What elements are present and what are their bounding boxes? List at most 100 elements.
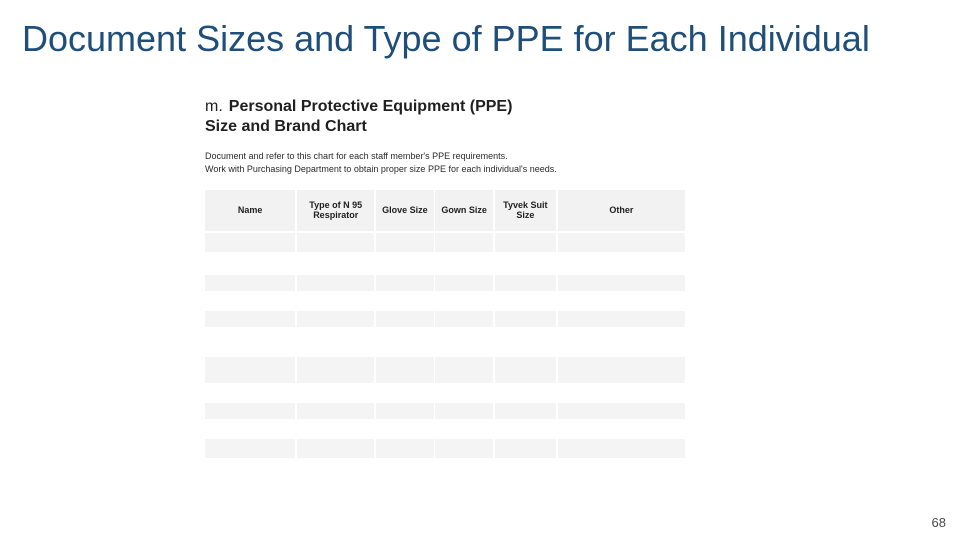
table-cell	[297, 439, 375, 458]
ppe-size-table: NameType of N 95 RespiratorGlove SizeGow…	[205, 190, 685, 479]
content-block: m. Personal Protective Equipment (PPE) S…	[205, 98, 745, 479]
table-cell	[376, 293, 434, 309]
table-cell	[205, 439, 295, 458]
table-col-header: Tyvek Suit Size	[495, 190, 557, 231]
table-row	[205, 460, 685, 479]
table-cell	[495, 293, 557, 309]
section-instructions: Document and refer to this chart for eac…	[205, 150, 745, 176]
table-cell	[376, 439, 434, 458]
table-cell	[435, 421, 493, 437]
table-col-header: Name	[205, 190, 295, 231]
table-body	[205, 231, 685, 479]
table-row	[205, 329, 685, 355]
table-cell	[435, 311, 493, 327]
table-cell	[495, 311, 557, 327]
table-row	[205, 385, 685, 401]
table-cell	[495, 421, 557, 437]
table-cell	[297, 421, 375, 437]
page-number: 68	[932, 515, 946, 530]
section-heading-line2: Size and Brand Chart	[205, 118, 745, 136]
section-heading-row: m. Personal Protective Equipment (PPE)	[205, 98, 745, 116]
table-row	[205, 233, 685, 252]
table-cell	[205, 357, 295, 383]
table-cell	[205, 311, 295, 327]
table-cell	[495, 439, 557, 458]
table-cell	[435, 275, 493, 291]
table-cell	[558, 439, 685, 458]
table-cell	[205, 233, 295, 252]
table-cell	[558, 311, 685, 327]
table-cell	[435, 439, 493, 458]
table-cell	[558, 275, 685, 291]
slide-title: Document Sizes and Type of PPE for Each …	[22, 18, 938, 59]
table-cell	[558, 233, 685, 252]
table-col-header: Other	[558, 190, 685, 231]
table-cell	[435, 329, 493, 355]
table-cell	[558, 293, 685, 309]
table-col-header: Gown Size	[435, 190, 493, 231]
table-cell	[297, 293, 375, 309]
table-col-header: Type of N 95 Respirator	[297, 190, 375, 231]
table-cell	[297, 403, 375, 419]
table-cell	[205, 329, 295, 355]
table-cell	[297, 460, 375, 479]
table-cell	[376, 385, 434, 401]
table-cell	[558, 329, 685, 355]
table-cell	[558, 385, 685, 401]
table-row	[205, 421, 685, 437]
table-cell	[297, 385, 375, 401]
table-cell	[376, 460, 434, 479]
table-cell	[495, 357, 557, 383]
table-cell	[435, 357, 493, 383]
table-cell	[558, 460, 685, 479]
table-cell	[376, 329, 434, 355]
table-cell	[376, 275, 434, 291]
table-cell	[558, 357, 685, 383]
table-cell	[205, 460, 295, 479]
table-cell	[205, 385, 295, 401]
section-letter: m.	[205, 98, 223, 116]
table-cell	[205, 254, 295, 273]
table-row	[205, 254, 685, 273]
table-cell	[205, 293, 295, 309]
table-row	[205, 311, 685, 327]
table-cell	[205, 275, 295, 291]
table-header: NameType of N 95 RespiratorGlove SizeGow…	[205, 190, 685, 231]
table-cell	[495, 403, 557, 419]
table-cell	[495, 275, 557, 291]
table-cell	[558, 254, 685, 273]
table-row	[205, 275, 685, 291]
table-header-row: NameType of N 95 RespiratorGlove SizeGow…	[205, 190, 685, 231]
table-row	[205, 357, 685, 383]
table-row	[205, 403, 685, 419]
table-cell	[558, 403, 685, 419]
table-cell	[435, 460, 493, 479]
table-cell	[495, 233, 557, 252]
table-cell	[297, 275, 375, 291]
table-cell	[558, 421, 685, 437]
table-cell	[297, 254, 375, 273]
table-cell	[435, 403, 493, 419]
instruction-line-2: Work with Purchasing Department to obtai…	[205, 163, 745, 176]
table-cell	[376, 357, 434, 383]
table-row	[205, 293, 685, 309]
section-heading-line1: Personal Protective Equipment (PPE)	[229, 98, 513, 116]
table-cell	[297, 311, 375, 327]
table-cell	[435, 293, 493, 309]
table-cell	[495, 385, 557, 401]
table-col-header: Glove Size	[376, 190, 434, 231]
table-cell	[376, 311, 434, 327]
table-cell	[376, 233, 434, 252]
table-cell	[435, 233, 493, 252]
table-cell	[376, 421, 434, 437]
table-cell	[297, 357, 375, 383]
instruction-line-1: Document and refer to this chart for eac…	[205, 150, 745, 163]
table-cell	[297, 233, 375, 252]
table-cell	[495, 329, 557, 355]
table-cell	[376, 403, 434, 419]
table-cell	[297, 329, 375, 355]
table-cell	[376, 254, 434, 273]
table-cell	[435, 254, 493, 273]
table-cell	[495, 254, 557, 273]
table-cell	[495, 460, 557, 479]
